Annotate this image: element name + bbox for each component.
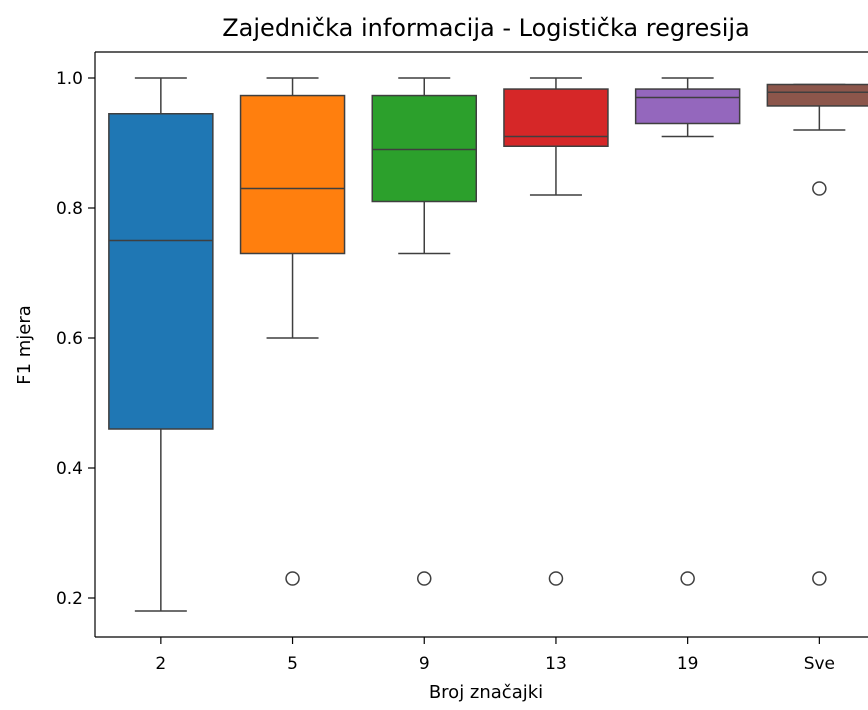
x-tick-label: 13	[545, 654, 567, 674]
box-2	[108, 113, 214, 430]
y-tick-label: 0.4	[56, 459, 83, 479]
outlier-point	[812, 181, 827, 196]
x-tick-label: 2	[155, 654, 166, 674]
x-tick-label: 9	[419, 654, 430, 674]
outlier-point	[548, 571, 564, 586]
box-Sve	[766, 83, 868, 107]
y-axis-label: F1 mjera	[14, 305, 35, 385]
y-tick-label: 0.6	[56, 329, 83, 349]
box-group-5	[239, 77, 346, 586]
y-tick-label: 0.8	[56, 199, 83, 219]
box-group-Sve	[766, 83, 868, 586]
x-tick-label: 19	[677, 654, 699, 674]
box-group-9	[371, 77, 477, 586]
x-tick-label: Sve	[804, 654, 835, 674]
plot-area: 0.2 0.4 0.6 0.8 1.0 2 5 9 13 19 Sve	[56, 51, 868, 674]
chart-title: Zajednička informacija - Logistička regr…	[222, 14, 750, 42]
outlier-point	[812, 571, 827, 586]
box-5	[239, 94, 346, 255]
y-tick-label: 0.2	[56, 589, 83, 609]
outlier-point	[417, 571, 432, 586]
x-axis-label: Broj značajki	[429, 682, 543, 703]
box-19	[634, 88, 741, 125]
box-13	[503, 88, 609, 148]
box-group-19	[634, 77, 741, 586]
box-9	[371, 94, 477, 203]
outlier-point	[680, 571, 695, 586]
box-group-13	[503, 77, 609, 586]
box-group-2	[108, 77, 214, 612]
outlier-point	[285, 571, 300, 586]
x-tick-label: 5	[287, 654, 298, 674]
y-tick-label: 1.0	[56, 69, 83, 89]
